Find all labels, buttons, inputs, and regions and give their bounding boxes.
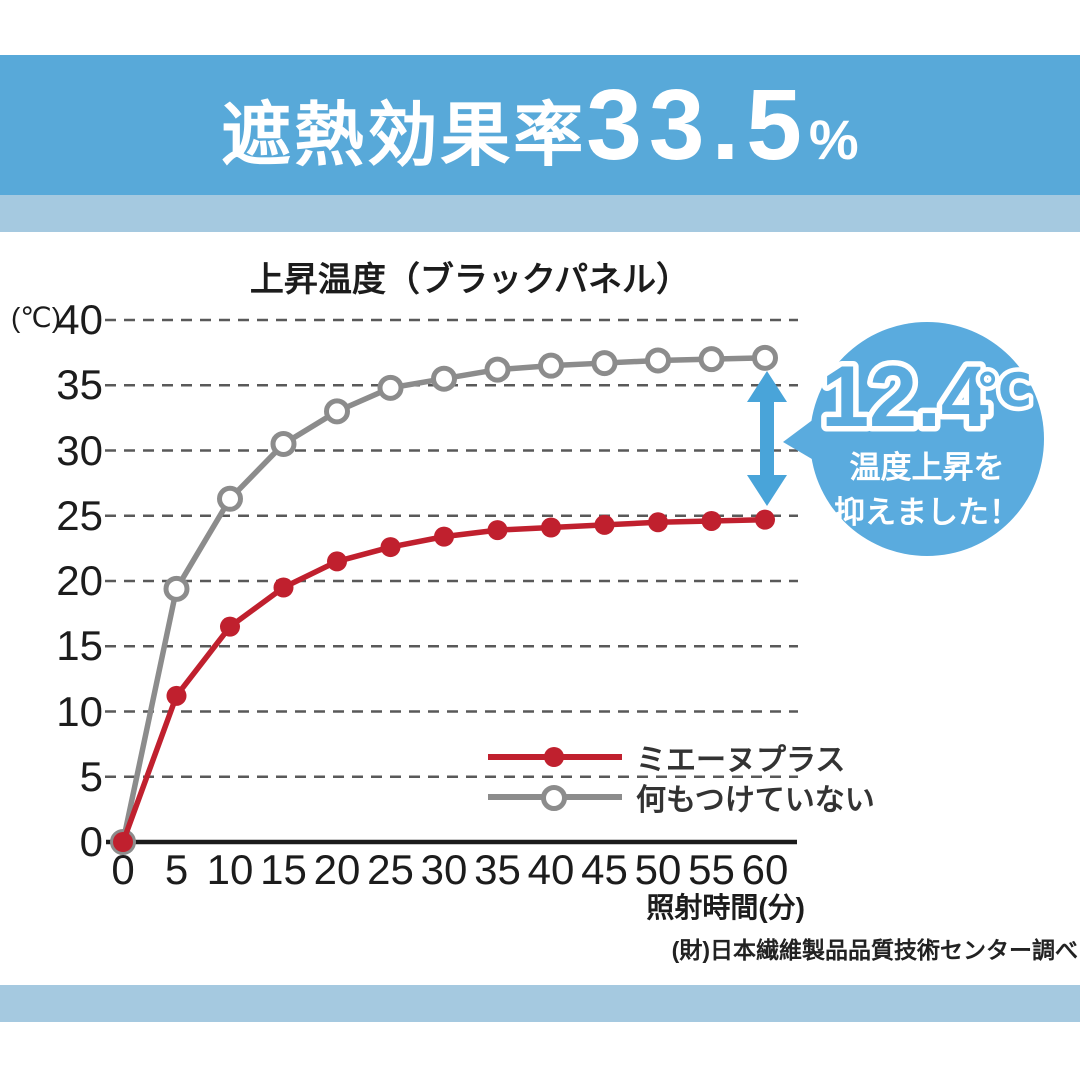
chart-title: 上昇温度（ブラックパネル）: [249, 261, 691, 299]
chart-legend: ミエーヌプラス 何もつけていない: [488, 737, 875, 817]
x-tick-label: 30: [420, 846, 468, 893]
callout-bubble: 12.4 ℃ 温度上昇を 抑えました！: [810, 322, 1044, 556]
callout-value: 12.4: [821, 349, 989, 445]
x-axis-title: 照射時間(分): [646, 892, 805, 923]
page-title-unit: %: [808, 108, 859, 171]
legend-label: 何もつけていない: [636, 784, 875, 817]
header-substripe: [0, 195, 1080, 232]
x-tick-label: 35: [474, 846, 521, 893]
legend-item-mienu-plus: ミエーヌプラス: [488, 737, 875, 777]
y-tick-label: 20: [56, 557, 103, 604]
open-circle-marker-icon: [541, 785, 567, 811]
x-tick-label: 25: [367, 846, 414, 893]
y-tick-label: 40: [56, 296, 103, 343]
page-title-text: 遮熱効果率: [221, 96, 587, 174]
x-tick-label: 60: [741, 846, 789, 893]
x-tick-label: 5: [164, 846, 189, 893]
callout-text: 温度上昇を 抑えました！: [810, 446, 1044, 536]
page-title: 遮熱効果率33.5%: [221, 75, 858, 175]
x-tick-label: 50: [634, 846, 682, 893]
x-tick-label: 15: [260, 846, 307, 893]
x-tick-label: 0: [111, 846, 135, 893]
callout-value-graphic: 12.4 ℃: [816, 344, 1037, 451]
legend-swatch-gray-line: [488, 784, 622, 811]
legend-swatch-red-line: [488, 744, 622, 770]
x-tick-label: 55: [688, 846, 735, 893]
y-tick-label: 0: [79, 818, 103, 865]
header-band: 遮熱効果率33.5%: [0, 55, 1080, 195]
y-tick-label: 15: [56, 622, 103, 670]
callout-unit: ℃: [976, 364, 1032, 416]
y-tick-label: 35: [56, 361, 103, 409]
legend-label: ミエーヌプラス: [636, 744, 846, 777]
x-tick-label: 45: [581, 846, 628, 893]
page-title-value: 33.5: [586, 69, 809, 181]
x-tick-label: 40: [527, 846, 575, 893]
y-tick-label: 10: [56, 687, 103, 735]
y-tick-label: 30: [56, 426, 103, 474]
x-tick-label: 20: [313, 846, 361, 893]
y-tick-label: 25: [56, 491, 103, 539]
x-tick-label: 10: [206, 846, 254, 893]
callout-text-line2: 抑えました！: [834, 494, 1020, 530]
y-axis-unit-label: (℃): [10, 302, 62, 333]
source-credit: (財)日本繊維製品品質技術センター調べ: [671, 937, 1078, 963]
footer-stripe: [0, 985, 1080, 1022]
y-tick-label: 5: [79, 752, 103, 800]
callout-text-line1: 温度上昇を: [849, 450, 1005, 485]
legend-item-nothing-applied: 何もつけていない: [488, 777, 875, 817]
red-dot-marker-icon: [544, 747, 564, 767]
